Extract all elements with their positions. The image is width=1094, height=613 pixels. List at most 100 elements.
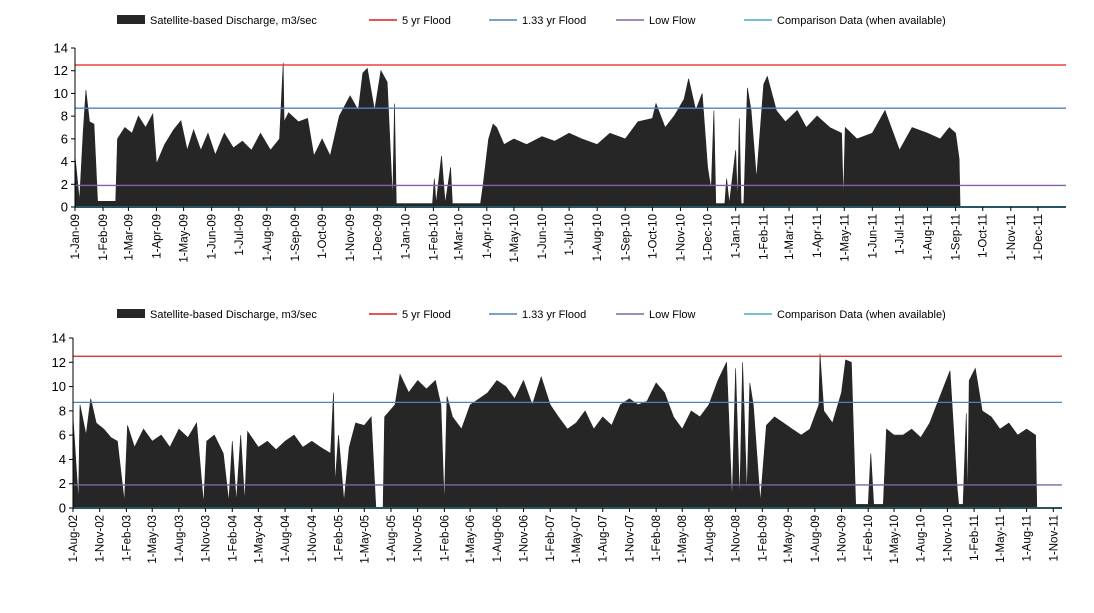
x-tick-label: 1-Feb-06 [439, 515, 451, 562]
y-tick-label: 6 [59, 428, 66, 443]
x-tick-label: 1-Aug-05 [386, 515, 398, 562]
discharge-area [74, 62, 961, 208]
y-tick-label: 12 [54, 63, 68, 78]
y-tick-label: 10 [54, 86, 68, 101]
x-tick-label: 1-Nov-11 [1006, 214, 1018, 260]
x-tick-label: 1-Feb-09 [98, 214, 110, 261]
x-tick-label: 1-Apr-09 [151, 214, 163, 259]
y-tick-label: 0 [59, 501, 66, 516]
y-tick-label: 8 [61, 109, 68, 124]
x-tick-label: 1-Aug-02 [68, 515, 80, 562]
x-tick-label: 1-Sep-10 [620, 214, 632, 261]
y-tick-label: 14 [52, 331, 66, 346]
x-tick-label: 1-Sep-11 [951, 214, 963, 260]
x-tick-label: 1-May-04 [253, 514, 265, 563]
x-tick-label: 1-Dec-11 [1033, 214, 1045, 260]
x-tick-label: 1-Oct-09 [317, 214, 329, 259]
x-tick-label: 1-Aug-10 [916, 515, 928, 562]
x-tick-label: 1-Nov-09 [837, 515, 849, 562]
x-tick-label: 1-Aug-03 [174, 515, 186, 562]
x-tick-label: 1-May-05 [359, 515, 371, 564]
y-tick-label: 4 [59, 452, 66, 467]
legend-label-comparison: Comparison Data (when available) [777, 15, 946, 27]
x-tick-label: 1-Feb-05 [333, 515, 345, 562]
legend-item-discharge: Satellite-based Discharge, m3/sec [117, 309, 317, 321]
x-tick-label: 1-Nov-05 [413, 515, 425, 562]
x-tick-label: 1-Feb-03 [121, 515, 133, 562]
y-tick-label: 10 [52, 379, 66, 394]
legend-label-discharge: Satellite-based Discharge, m3/sec [150, 309, 317, 321]
legend-item-comparison: Comparison Data (when available) [744, 309, 946, 321]
legend-item-flood5: 5 yr Flood [369, 309, 451, 321]
x-tick-label: 1-Aug-04 [280, 514, 292, 562]
legend-item-comparison: Comparison Data (when available) [744, 15, 946, 27]
legend-item-lowflow: Low Flow [616, 309, 696, 321]
x-tick-label: 1-Aug-06 [492, 515, 504, 562]
legend-item-flood133: 1.33 yr Flood [489, 15, 586, 27]
x-tick-label: 1-Aug-11 [1022, 515, 1034, 561]
legend-item-discharge: Satellite-based Discharge, m3/sec [117, 15, 317, 27]
x-tick-label: 1-Aug-10 [592, 214, 604, 261]
legend-swatch-discharge [117, 309, 145, 318]
x-tick-label: 1-Nov-10 [675, 214, 687, 261]
x-tick-label: 1-Feb-07 [545, 515, 557, 562]
y-tick-label: 14 [54, 41, 68, 56]
x-tick-label: 1-Apr-10 [482, 214, 494, 259]
x-tick-label: 1-Nov-06 [519, 515, 531, 562]
x-tick-label: 1-Jul-09 [234, 214, 246, 256]
x-tick-label: 1-May-07 [571, 515, 583, 564]
legend-item-lowflow: Low Flow [616, 15, 696, 27]
x-tick-label: 1-Nov-09 [345, 214, 357, 261]
x-tick-label: 1-Feb-08 [651, 515, 663, 562]
chart-2-legend: Satellite-based Discharge, m3/sec 5 yr Fl… [117, 309, 946, 321]
x-tick-label: 1-Jun-11 [867, 214, 879, 259]
y-tick-label: 2 [59, 476, 66, 491]
legend-label-lowflow: Low Flow [649, 15, 696, 27]
x-tick-label: 1-Nov-03 [201, 515, 213, 562]
x-tick-label: 1-May-08 [677, 515, 689, 564]
x-tick-label: 1-Aug-11 [923, 214, 935, 260]
x-tick-label: 1-Aug-08 [704, 515, 716, 562]
x-tick-label: 1-Feb-11 [759, 214, 771, 260]
legend-label-comparison: Comparison Data (when available) [777, 309, 946, 321]
legend-item-flood5: 5 yr Flood [369, 15, 451, 27]
x-tick-label: 1-Jan-11 [731, 214, 743, 259]
legend-item-flood133: 1.33 yr Flood [489, 309, 586, 321]
x-tick-label: 1-Nov-02 [95, 515, 107, 562]
y-tick-label: 4 [61, 154, 68, 169]
chart-1: Satellite-based Discharge, m3/sec 5 yr Fl… [54, 15, 1066, 263]
x-tick-label: 1-May-10 [509, 214, 521, 263]
legend-label-flood133: 1.33 yr Flood [522, 15, 586, 27]
x-tick-label: 1-Nov-08 [731, 515, 743, 562]
x-tick-label: 1-May-09 [783, 515, 795, 564]
x-tick-label: 1-Nov-10 [942, 515, 954, 562]
legend-label-flood133: 1.33 yr Flood [522, 309, 586, 321]
x-tick-label: 1-Nov-04 [307, 514, 319, 562]
x-tick-label: 1-Oct-11 [978, 214, 990, 258]
x-tick-label: 1-Aug-09 [262, 214, 274, 261]
x-tick-label: 1-Nov-11 [1048, 515, 1060, 561]
x-tick-label: 1-Mar-11 [784, 214, 796, 260]
x-tick-label: 1-Jan-09 [70, 214, 82, 259]
y-tick-label: 6 [61, 131, 68, 146]
legend-label-lowflow: Low Flow [649, 309, 696, 321]
x-tick-label: 1-Aug-09 [810, 515, 822, 562]
x-tick-label: 1-Jun-09 [207, 214, 219, 259]
x-tick-label: 1-May-11 [839, 214, 851, 262]
x-tick-label: 1-Aug-07 [598, 515, 610, 562]
x-tick-label: 1-May-03 [147, 515, 159, 564]
x-tick-label: 1-Apr-11 [812, 214, 824, 258]
y-tick-label: 0 [61, 200, 68, 215]
x-tick-label: 1-Jun-10 [537, 214, 549, 259]
x-tick-label: 1-Oct-10 [647, 214, 659, 259]
x-tick-label: 1-Mar-10 [454, 214, 466, 261]
x-tick-label: 1-May-06 [465, 515, 477, 564]
y-tick-label: 12 [52, 355, 66, 370]
x-tick-label: 1-Feb-04 [227, 514, 239, 561]
chart-2: Satellite-based Discharge, m3/sec 5 yr Fl… [52, 309, 1062, 564]
x-tick-label: 1-Dec-10 [703, 214, 715, 261]
x-tick-label: 1-May-09 [179, 214, 191, 263]
x-tick-label: 1-Jul-10 [564, 214, 576, 256]
x-tick-label: 1-Feb-10 [863, 515, 875, 562]
